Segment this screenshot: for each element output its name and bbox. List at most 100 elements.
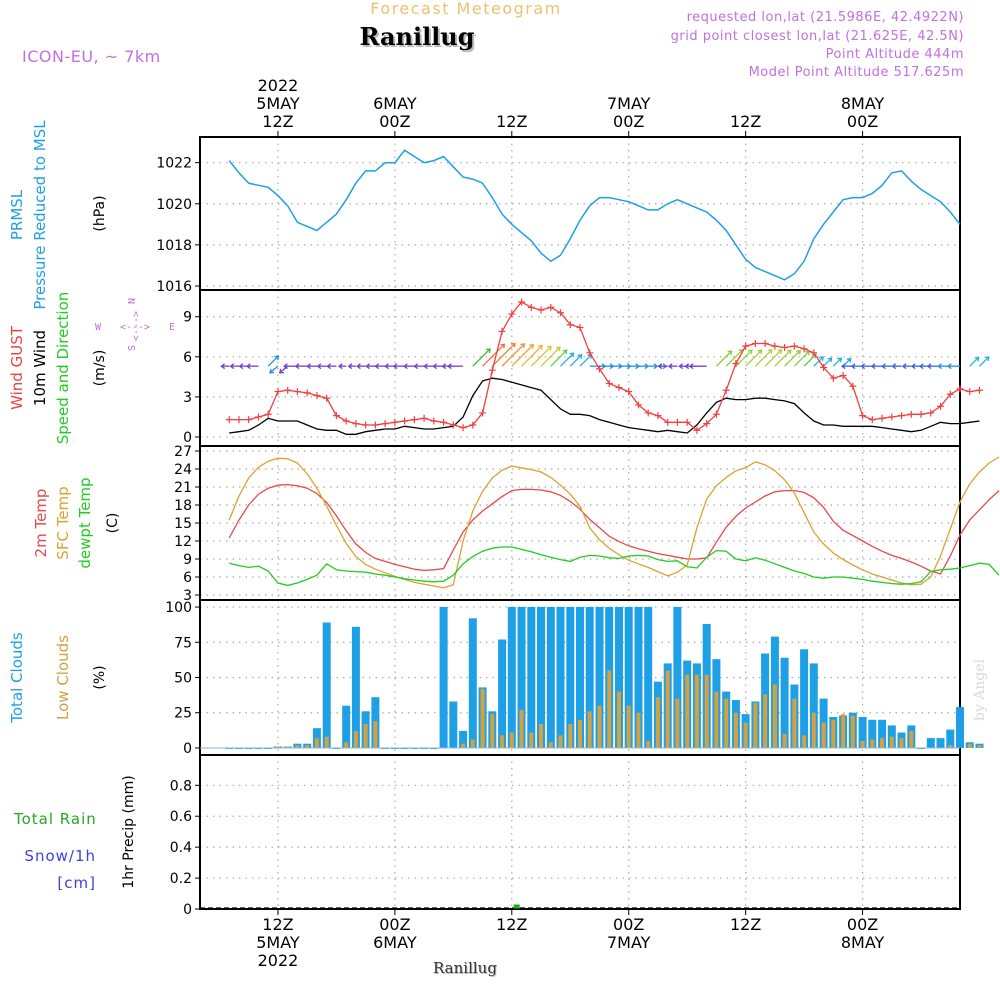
temperature-legend-0: 2m Temp [32, 489, 50, 558]
barb-head [447, 363, 452, 370]
total-cloud-bar [244, 748, 253, 749]
gust-marker [293, 388, 301, 396]
total-cloud-bar [537, 607, 545, 748]
barb-head [870, 363, 876, 370]
barb-shaft [969, 356, 980, 367]
top-time-label: 2022 [258, 76, 299, 95]
gust-marker [849, 382, 857, 390]
low-cloud-bar [353, 731, 358, 748]
barb-head [423, 363, 428, 370]
precip-ytick-label: 0.8 [170, 778, 192, 794]
temperature-ytick-label: 21 [174, 480, 192, 496]
gust-marker [742, 342, 750, 350]
top-time-label: 12Z [730, 112, 761, 131]
wind-barb [365, 363, 376, 370]
barb-head [283, 363, 288, 370]
total-cloud-bar [410, 748, 419, 749]
gust-marker [245, 416, 253, 424]
barb-head [520, 343, 526, 348]
low-cloud-bar [948, 745, 953, 748]
wind-barb [870, 363, 883, 370]
gust-marker [966, 388, 974, 396]
total-cloud-bar [507, 607, 516, 748]
low-cloud-bar [646, 740, 651, 748]
barb-head [786, 349, 792, 355]
barb-head [796, 349, 801, 355]
gust-marker [888, 413, 896, 421]
low-cloud-bar [724, 698, 729, 748]
low-cloud-bar [519, 709, 524, 748]
gust-marker [683, 418, 691, 426]
low-cloud-bar [850, 715, 855, 748]
total-cloud-bar [887, 725, 896, 748]
barb-shaft [715, 350, 732, 367]
total-cloud-bar [624, 607, 633, 748]
wind-barb [891, 363, 902, 370]
barb-head [246, 363, 251, 370]
barb-head [850, 363, 856, 370]
gust-marker [323, 394, 331, 402]
barb-shaft [745, 349, 763, 367]
barb-head [727, 350, 733, 356]
t2m-line [228, 483, 1000, 575]
barb-shaft [725, 349, 743, 367]
gust-marker [479, 409, 487, 417]
barb-head [937, 363, 942, 370]
wind-barb [337, 363, 347, 370]
gust-marker [381, 420, 389, 428]
barb-head [974, 356, 980, 362]
wind-barb [347, 363, 356, 370]
gust-marker [225, 416, 233, 424]
barb-shaft [560, 352, 574, 367]
gust-marker [566, 321, 574, 329]
bottom-time-label: 6MAY [373, 933, 417, 952]
barb-shaft [530, 345, 552, 367]
total-cloud-bar [673, 607, 682, 748]
gust-marker [332, 412, 340, 420]
wind-barb [754, 349, 773, 367]
bottom-time-label: 00Z [379, 915, 410, 934]
footer-location-shadow: Ranillug [434, 960, 498, 978]
barb-head [846, 357, 852, 363]
bottom-time-label: 00Z [847, 915, 878, 934]
total-cloud-bar [858, 717, 867, 748]
total-cloud-bar [546, 607, 555, 748]
barb-head [684, 363, 690, 370]
low-cloud-bar [685, 674, 690, 748]
gust-marker [878, 414, 886, 422]
barb-head [569, 352, 575, 358]
gust-marker [898, 412, 906, 420]
precip-legend-0: Total Rain [13, 810, 97, 828]
low-cloud-bar [821, 722, 826, 748]
low-cloud-bar [899, 738, 904, 748]
wind-barb [326, 363, 337, 370]
top-time-label: 00Z [613, 112, 644, 131]
barb-head [901, 363, 907, 370]
gust-marker [761, 339, 769, 347]
barb-head [274, 355, 280, 361]
barb-shaft [501, 343, 525, 367]
barb-shaft [472, 348, 491, 367]
barb-head [767, 349, 773, 354]
gust-marker [790, 342, 798, 350]
gust-marker [264, 410, 272, 418]
gust-marker [488, 366, 496, 374]
temperature-legend-1: SFC Temp [54, 486, 72, 559]
compass-arrows: <---> [120, 322, 150, 333]
low-cloud-bar [782, 733, 787, 748]
low-cloud-bar [275, 746, 280, 748]
low-cloud-bar [655, 697, 660, 748]
gust-marker [839, 372, 847, 380]
gust-marker [440, 418, 448, 426]
wind-barb [413, 363, 425, 370]
total-cloud-bar [342, 705, 351, 748]
clouds-panel: 0 25 50 75 100 (%) Total Clouds Low Clouds [8, 599, 984, 757]
pressure-unit-label: (hPa) [92, 195, 108, 231]
precip-ytick-label: 0 [183, 902, 192, 918]
wind-barb [745, 349, 763, 367]
pressure-panel: 1016 1018 1020 1022 (hPa) PRMSL Pressure Reduc… [8, 120, 961, 310]
pressure-ytick-label: 1016 [156, 279, 192, 295]
gust-marker [722, 386, 730, 394]
barb-shaft [511, 344, 534, 367]
